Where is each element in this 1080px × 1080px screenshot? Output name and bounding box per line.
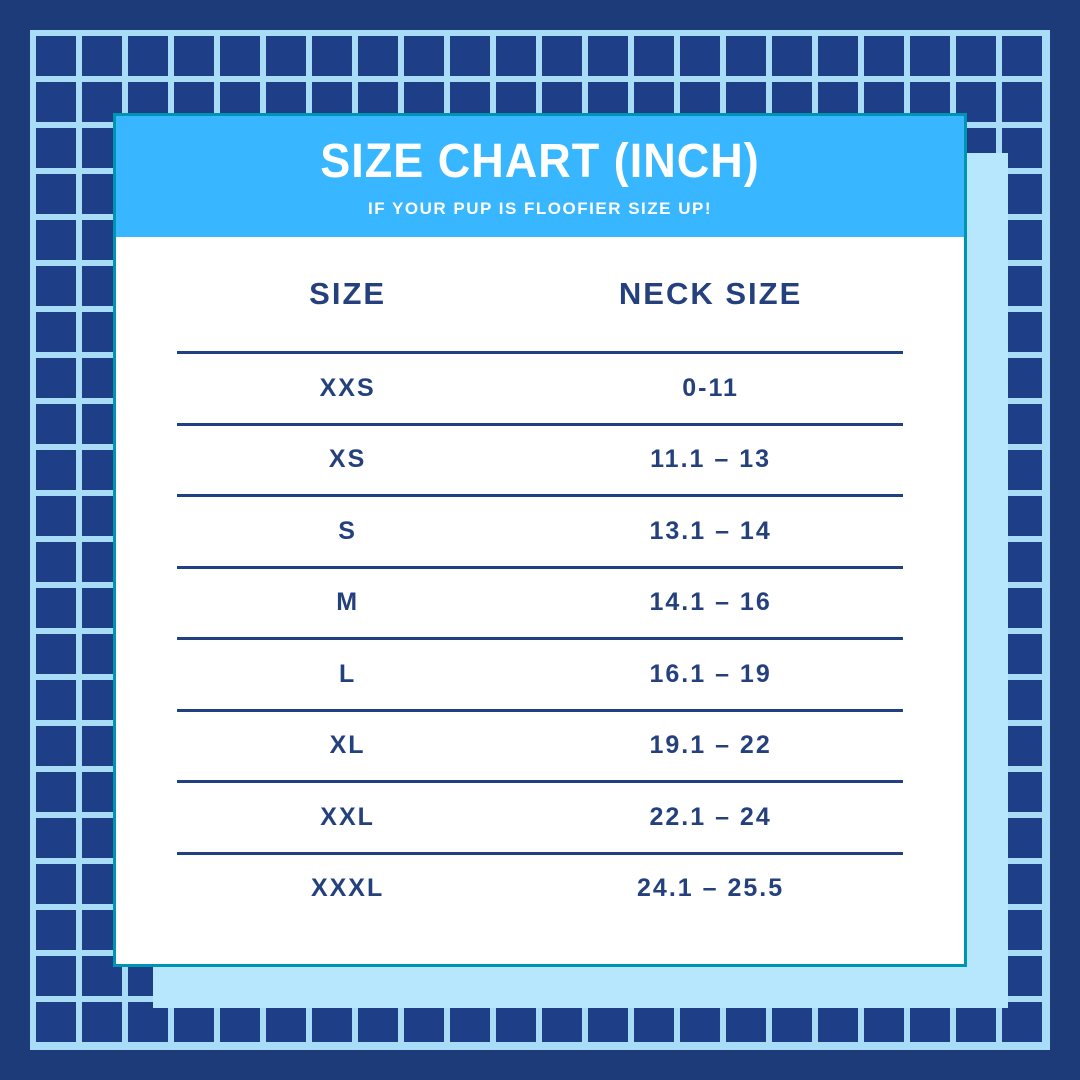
size-value: XXL [320,802,375,831]
column-header-neck-size: NECK SIZE [618,276,803,311]
table-row: XS 11.1 – 13 [177,422,903,495]
card-header: SIZE CHART (INCH) IF YOUR PUP IS FLOOFIE… [116,116,964,237]
column-header-size: SIZE [309,276,387,311]
neck-size-value: 24.1 – 25.5 [637,874,785,903]
size-table: SIZE NECK SIZE XXS 0-11 XS 11.1 – 13 S 1… [177,237,903,923]
neck-size-value: 16.1 – 19 [649,659,772,688]
size-value: L [338,659,357,688]
size-value: XS [328,445,367,474]
size-value: S [338,516,357,545]
page-subtitle: IF YOUR PUP IS FLOOFIER SIZE UP! [368,198,712,218]
size-value: XXS [319,373,376,402]
size-chart-card: SIZE CHART (INCH) IF YOUR PUP IS FLOOFIE… [113,113,967,967]
table-body: XXS 0-11 XS 11.1 – 13 S 13.1 – 14 M 14.1… [177,351,903,923]
neck-size-value: 11.1 – 13 [650,445,772,474]
neck-size-value: 19.1 – 22 [649,731,772,760]
table-row: XXL 22.1 – 24 [177,780,903,852]
neck-size-value: 22.1 – 24 [649,802,772,831]
table-row: XXS 0-11 [177,351,903,423]
neck-size-value: 14.1 – 16 [649,588,772,617]
table-row: XL 19.1 – 22 [177,708,903,781]
size-value: XL [329,731,366,760]
table-row: S 13.1 – 14 [177,494,903,566]
table-row: L 16.1 – 19 [177,637,903,709]
size-value: XXXL [310,874,385,903]
page-title: SIZE CHART (INCH) [320,132,760,188]
size-value: M [336,588,360,617]
table-row: XXXL 24.1 – 25.5 [177,851,903,924]
table-header-row: SIZE NECK SIZE [177,237,903,351]
neck-size-value: 0-11 [682,373,739,402]
neck-size-value: 13.1 – 14 [649,516,772,545]
table-row: M 14.1 – 16 [177,565,903,638]
